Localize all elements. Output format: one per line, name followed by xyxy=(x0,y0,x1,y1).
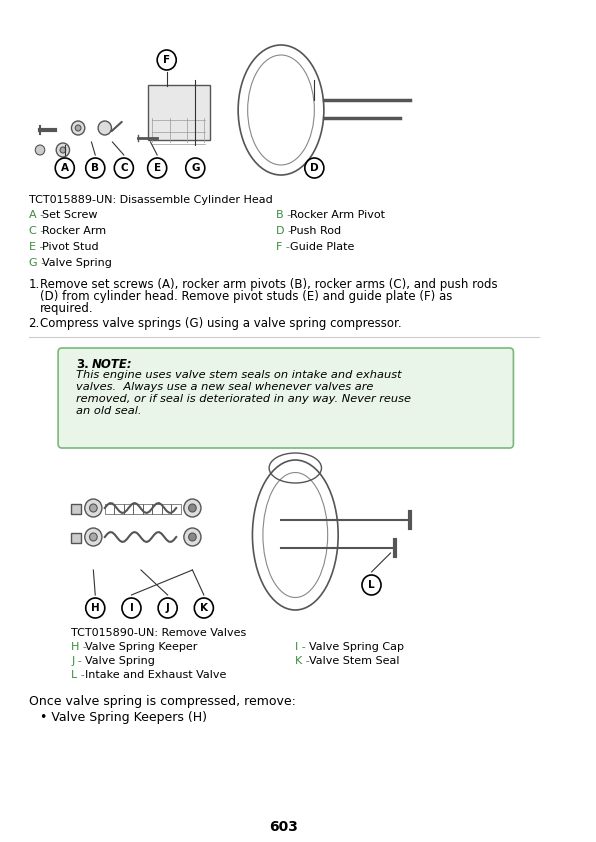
Text: NOTE:: NOTE: xyxy=(91,358,132,371)
Circle shape xyxy=(72,121,85,135)
Text: Intake and Exhaust Valve: Intake and Exhaust Valve xyxy=(85,670,226,680)
Text: 603: 603 xyxy=(269,820,299,834)
Text: A -: A - xyxy=(29,210,44,220)
Text: TCT015890-UN: Remove Valves: TCT015890-UN: Remove Valves xyxy=(72,628,247,638)
Text: Once valve spring is compressed, remove:: Once valve spring is compressed, remove: xyxy=(29,695,296,708)
Text: required.: required. xyxy=(40,302,94,315)
Text: TCT015889-UN: Disassemble Cylinder Head: TCT015889-UN: Disassemble Cylinder Head xyxy=(29,195,272,205)
Circle shape xyxy=(85,528,102,546)
Text: L -: L - xyxy=(72,670,85,680)
Text: This engine uses valve stem seals on intake and exhaust: This engine uses valve stem seals on int… xyxy=(76,370,402,380)
Text: (D) from cylinder head. Remove pivot studs (E) and guide plate (F) as: (D) from cylinder head. Remove pivot stu… xyxy=(40,290,452,303)
Text: 3.: 3. xyxy=(76,358,89,371)
Text: I: I xyxy=(129,603,134,613)
Circle shape xyxy=(56,143,70,157)
Text: J: J xyxy=(166,603,170,613)
FancyBboxPatch shape xyxy=(58,348,513,448)
Text: K: K xyxy=(200,603,208,613)
Text: Remove set screws (A), rocker arm pivots (B), rocker arms (C), and push rods: Remove set screws (A), rocker arm pivots… xyxy=(40,278,498,291)
Text: F: F xyxy=(163,55,170,65)
Text: E -: E - xyxy=(29,242,43,252)
Text: 2.: 2. xyxy=(29,317,40,330)
Text: G -: G - xyxy=(29,258,45,268)
Circle shape xyxy=(35,145,45,155)
Circle shape xyxy=(188,504,196,512)
Text: • Valve Spring Keepers (H): • Valve Spring Keepers (H) xyxy=(40,711,207,724)
Circle shape xyxy=(184,499,201,517)
Text: Guide Plate: Guide Plate xyxy=(290,242,354,252)
FancyBboxPatch shape xyxy=(72,504,81,514)
Circle shape xyxy=(188,533,196,541)
Text: an old seal.: an old seal. xyxy=(76,406,142,416)
Circle shape xyxy=(89,504,97,512)
Text: Valve Stem Seal: Valve Stem Seal xyxy=(309,656,399,666)
Text: 1.: 1. xyxy=(29,278,40,291)
Text: L: L xyxy=(368,580,375,590)
Circle shape xyxy=(85,499,102,517)
Circle shape xyxy=(75,125,81,131)
Text: C -: C - xyxy=(29,226,44,236)
Text: Valve Spring: Valve Spring xyxy=(42,258,112,268)
Text: B -: B - xyxy=(276,210,291,220)
Text: Push Rod: Push Rod xyxy=(290,226,341,236)
Text: A: A xyxy=(61,163,69,173)
Circle shape xyxy=(98,121,111,135)
Text: D: D xyxy=(310,163,319,173)
Text: valves.  Always use a new seal whenever valves are: valves. Always use a new seal whenever v… xyxy=(76,382,374,392)
Text: Rocker Arm Pivot: Rocker Arm Pivot xyxy=(290,210,384,220)
Text: Valve Spring: Valve Spring xyxy=(85,656,154,666)
Circle shape xyxy=(60,147,66,153)
Text: H -: H - xyxy=(72,642,88,652)
Text: Pivot Stud: Pivot Stud xyxy=(42,242,98,252)
Text: K -: K - xyxy=(295,656,310,666)
Text: G: G xyxy=(191,163,200,173)
FancyBboxPatch shape xyxy=(148,85,210,140)
Circle shape xyxy=(89,533,97,541)
Text: Rocker Arm: Rocker Arm xyxy=(42,226,106,236)
Text: Compress valve springs (G) using a valve spring compressor.: Compress valve springs (G) using a valve… xyxy=(40,317,402,330)
Text: Valve Spring Keeper: Valve Spring Keeper xyxy=(85,642,197,652)
Text: Set Screw: Set Screw xyxy=(42,210,97,220)
Text: J -: J - xyxy=(72,656,82,666)
Text: F -: F - xyxy=(276,242,290,252)
Text: D -: D - xyxy=(276,226,292,236)
Text: H: H xyxy=(91,603,100,613)
Text: B: B xyxy=(91,163,100,173)
Text: Valve Spring Cap: Valve Spring Cap xyxy=(309,642,403,652)
Circle shape xyxy=(184,528,201,546)
Text: removed, or if seal is deteriorated in any way. Never reuse: removed, or if seal is deteriorated in a… xyxy=(76,394,411,404)
Text: E: E xyxy=(154,163,161,173)
Text: I -: I - xyxy=(295,642,306,652)
FancyBboxPatch shape xyxy=(72,533,81,543)
Text: C: C xyxy=(120,163,128,173)
